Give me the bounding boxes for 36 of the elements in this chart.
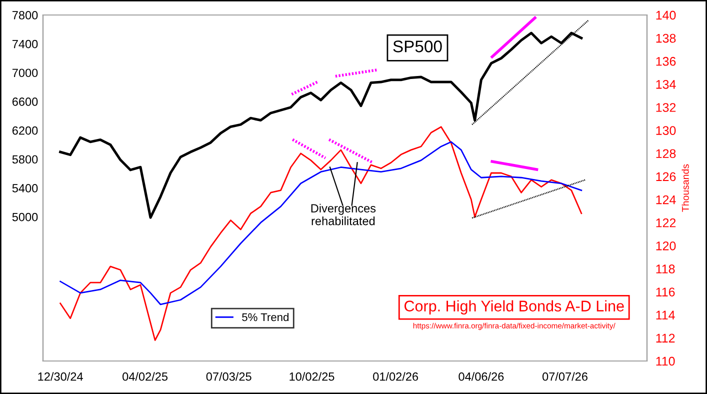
y2-tick-label: 136 [656,56,676,66]
y2-tick-label: 128 [656,149,676,158]
y2-tick-label: 140 [656,10,676,20]
y2-tick-label: 116 [656,288,675,296]
x-tick-label: 04/02/25 [122,372,168,381]
y2-tick-label: 132 [656,103,676,112]
y2-tick-label: 120 [656,241,676,250]
y2-tick-label: 134 [656,80,676,89]
y2-tick-label: 114 [656,310,675,320]
y2-tick-label: 124 [656,195,676,204]
y2-tick-label: 118 [656,264,675,274]
y2-axis-title: Thousands [682,164,689,212]
x-tick-label: 07/03/25 [206,372,252,381]
y2-tick-label: 110 [656,356,675,366]
y-tick-label: 6600 [12,98,38,106]
y-tick-label: 7000 [12,68,38,78]
series-label: SP500 [393,40,442,52]
annotation: Divergences rehabilitated [311,204,376,226]
x-tick-label: 01/02/26 [373,372,418,381]
y-tick-label: 5400 [12,184,38,192]
x-tick-label: 12/30/24 [38,372,83,381]
y-tick-label: 7800 [12,11,38,20]
y-tick-label: 5000 [12,212,38,222]
text: Corp. High Yield Bonds A-D Line [404,300,624,314]
legend-label: 5% Trend [242,312,288,322]
y2-tick-label: 112 [656,334,675,342]
y-tick-label: 7400 [12,40,38,48]
y2-tick-label: 122 [656,218,676,228]
y2-tick-label: 126 [656,172,676,182]
y-tick-label: 5800 [12,155,38,164]
y2-tick-label: 130 [656,126,676,135]
x-tick-label: 07/07/26 [542,372,588,381]
x-tick-label: 10/02/25 [290,372,334,381]
y-tick-label: 6200 [12,126,38,135]
y2-tick-label: 138 [656,34,676,43]
x-tick-label: 04/06/26 [458,372,504,381]
